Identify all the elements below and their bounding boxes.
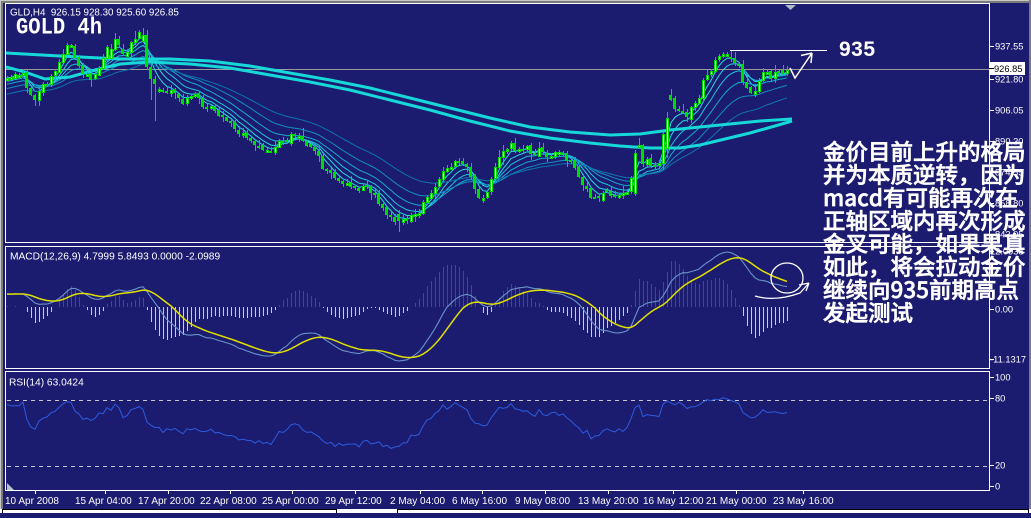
svg-text:20: 20: [995, 461, 1005, 471]
svg-text:15 Apr 04:00: 15 Apr 04:00: [75, 496, 132, 507]
svg-text:29 Apr 12:00: 29 Apr 12:00: [325, 496, 382, 507]
svg-text:25 Apr 00:00: 25 Apr 00:00: [262, 496, 319, 507]
svg-text:17 Apr 20:00: 17 Apr 20:00: [138, 496, 195, 507]
svg-text:9 May 08:00: 9 May 08:00: [515, 496, 570, 507]
svg-text:921.80: 921.80: [995, 75, 1023, 85]
svg-text:GLD,H4 926.15 928.30 925.60 9: GLD,H4 926.15 928.30 925.60 926.85: [10, 8, 179, 19]
svg-text:GOLD 4h: GOLD 4h: [16, 15, 102, 41]
svg-text:906.05: 906.05: [995, 106, 1023, 116]
svg-text:80: 80: [995, 394, 1005, 404]
svg-text:22 Apr 08:00: 22 Apr 08:00: [200, 496, 257, 507]
svg-text:21 May 00:00: 21 May 00:00: [706, 496, 767, 507]
svg-text:23 May 16:00: 23 May 16:00: [773, 496, 834, 507]
svg-text:MACD(12,26,9) 4.7999 5.8493 0.: MACD(12,26,9) 4.7999 5.8493 0.0000 -2.09…: [10, 252, 220, 263]
svg-text:874.55: 874.55: [995, 168, 1023, 178]
svg-text:6 May 16:00: 6 May 16:00: [452, 496, 507, 507]
svg-text:2 May 04:00: 2 May 04:00: [390, 496, 445, 507]
svg-text:935: 935: [839, 38, 876, 61]
svg-text:937.55: 937.55: [995, 42, 1023, 52]
svg-text:100: 100: [995, 373, 1011, 383]
svg-text:890.30: 890.30: [995, 137, 1023, 147]
svg-text:13 May 20:00: 13 May 20:00: [578, 496, 639, 507]
svg-text:RSI(14) 63.0424: RSI(14) 63.0424: [9, 378, 84, 389]
svg-text:926.85: 926.85: [994, 64, 1022, 74]
svg-text:16 May 12:00: 16 May 12:00: [643, 496, 704, 507]
svg-text:0: 0: [995, 482, 1000, 492]
svg-text:0.00: 0.00: [995, 305, 1013, 315]
svg-text:-11.1317: -11.1317: [990, 355, 1026, 365]
svg-text:10 Apr 2008: 10 Apr 2008: [5, 496, 59, 507]
